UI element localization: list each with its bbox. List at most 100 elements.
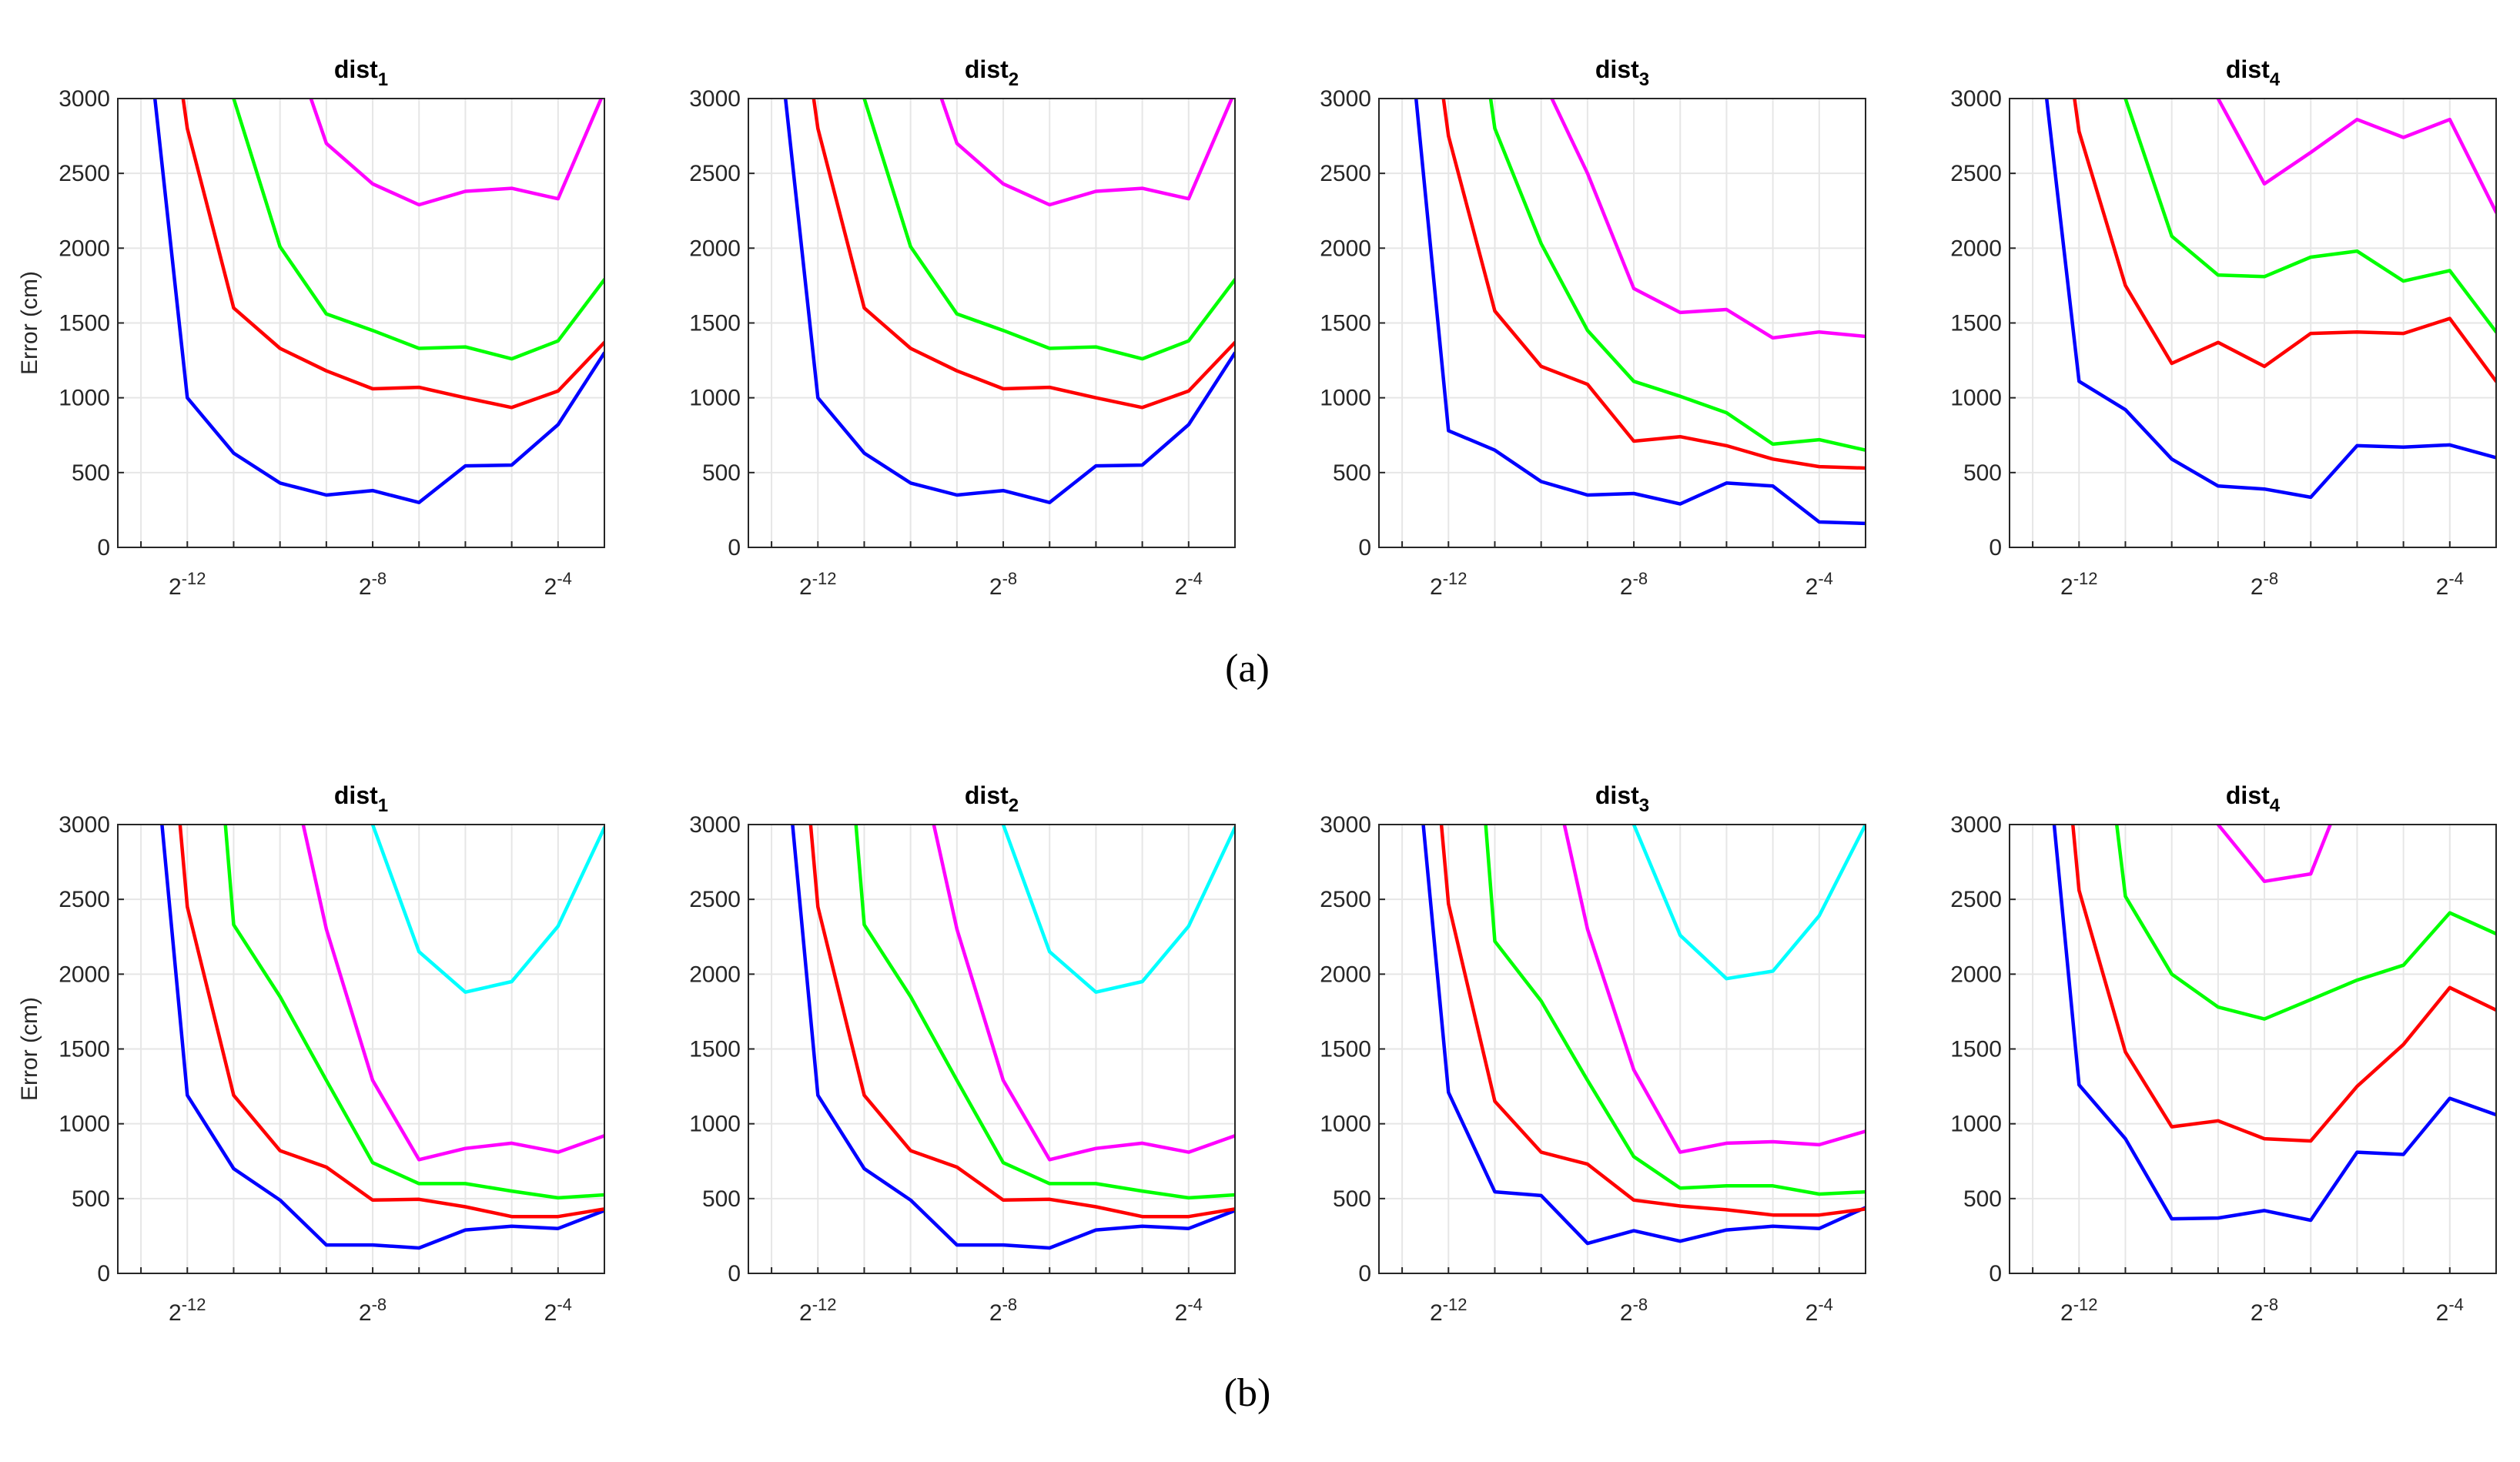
x-axis: 2-12 2-8 2-4 bbox=[1401, 541, 1866, 600]
series-line-1 bbox=[2044, 99, 2496, 500]
y-tick-label: 1500 bbox=[1320, 1037, 1371, 1062]
series-line-4 bbox=[2216, 825, 2333, 884]
series-line-2 bbox=[808, 825, 1235, 1219]
x-tick-base: 2 bbox=[1175, 1300, 1188, 1326]
series-line-1 bbox=[783, 99, 1235, 504]
series-line-2 bbox=[181, 99, 604, 410]
x-axis: 2-12 2-8 2-4 bbox=[771, 541, 1236, 600]
chart-title-subscript: 1 bbox=[378, 795, 388, 816]
y-tick-label: 1500 bbox=[59, 311, 110, 336]
series-line-4 bbox=[309, 99, 604, 207]
chart-title-subscript: 3 bbox=[1639, 69, 1649, 90]
chart-title-subscript: 2 bbox=[1009, 69, 1019, 90]
y-tick-label: 3000 bbox=[59, 86, 110, 112]
series-line-4 bbox=[932, 825, 1235, 1162]
series-line-3 bbox=[232, 99, 604, 361]
series-line-4 bbox=[2216, 99, 2496, 214]
y-tick-label: 500 bbox=[1963, 460, 2002, 486]
x-tick-base: 2 bbox=[359, 1300, 372, 1326]
chart-title-subscript: 4 bbox=[2270, 795, 2281, 816]
x-axis: 2-12 2-8 2-4 bbox=[2032, 541, 2497, 600]
x-tick-base: 2 bbox=[1430, 574, 1443, 600]
y-tick-label: 1000 bbox=[1950, 386, 2002, 411]
x-tick-exponent: -8 bbox=[1633, 569, 1648, 588]
x-tick-exponent: -12 bbox=[182, 569, 206, 588]
y-tick-label: 2000 bbox=[1320, 236, 1371, 261]
x-tick-base: 2 bbox=[1805, 574, 1819, 600]
y-tick-label: 0 bbox=[1989, 1261, 2002, 1286]
y-tick-label: 1000 bbox=[1950, 1112, 2002, 1137]
y-tick-label: 1500 bbox=[1950, 1037, 2002, 1062]
series-group bbox=[2052, 825, 2496, 1223]
series-line-1 bbox=[152, 99, 604, 504]
x-tick-base: 2 bbox=[799, 574, 812, 600]
x-axis: 2-12 2-8 2-4 bbox=[140, 541, 605, 600]
y-tick-label: 1500 bbox=[689, 311, 741, 336]
y-tick-label: 2500 bbox=[689, 161, 741, 186]
series-line-4 bbox=[1550, 99, 1866, 340]
y-tick-label: 1000 bbox=[689, 386, 741, 411]
y-tick-label: 0 bbox=[728, 535, 741, 560]
series-line-5 bbox=[370, 825, 604, 994]
chart-title-base: dist bbox=[334, 781, 378, 809]
series-line-1 bbox=[1414, 99, 1866, 526]
x-tick-label: 2-8 bbox=[989, 1295, 1017, 1326]
chart-title-base: dist bbox=[965, 781, 1009, 809]
x-tick-label: 2-12 bbox=[799, 569, 836, 600]
y-tick-label: 0 bbox=[97, 1261, 110, 1286]
y-tick-label: 2500 bbox=[689, 887, 741, 912]
chart-title: dist2 bbox=[965, 55, 1019, 90]
series-line-2 bbox=[1441, 99, 1866, 470]
y-tick-label: 3000 bbox=[59, 812, 110, 838]
series-group bbox=[791, 825, 1235, 1250]
y-axis: 0 500 1000 1500 2000 2500 3000 bbox=[1950, 812, 2016, 1286]
chart-title-base: dist bbox=[334, 55, 378, 83]
y-tick-label: 2000 bbox=[1950, 236, 2002, 261]
series-line-3 bbox=[2123, 99, 2496, 334]
x-tick-base: 2 bbox=[544, 1300, 557, 1326]
series-group bbox=[783, 99, 1235, 504]
x-tick-label: 2-8 bbox=[359, 1295, 387, 1326]
y-tick-label: 1500 bbox=[1950, 311, 2002, 336]
y-tick-label: 500 bbox=[702, 1186, 741, 1212]
x-tick-exponent: -12 bbox=[182, 1295, 206, 1314]
y-tick-label: 500 bbox=[1963, 1186, 2002, 1212]
series-line-3 bbox=[854, 825, 1235, 1200]
series-line-4 bbox=[301, 825, 604, 1162]
y-tick-label: 1000 bbox=[689, 1112, 741, 1137]
y-tick-label: 3000 bbox=[689, 86, 741, 112]
x-tick-exponent: -4 bbox=[1818, 1295, 1833, 1314]
series-line-3 bbox=[862, 99, 1235, 361]
y-tick-label: 3000 bbox=[1320, 812, 1371, 838]
series-line-3 bbox=[223, 825, 604, 1200]
y-tick-label: 1000 bbox=[1320, 386, 1371, 411]
x-tick-exponent: -8 bbox=[372, 569, 387, 588]
y-tick-label: 1000 bbox=[1320, 1112, 1371, 1137]
series-line-3 bbox=[1488, 99, 1866, 452]
x-tick-label: 2-12 bbox=[169, 569, 206, 600]
y-tick-label: 2500 bbox=[1950, 887, 2002, 912]
x-tick-exponent: -12 bbox=[1443, 1295, 1467, 1314]
x-axis: 2-12 2-8 2-4 bbox=[1401, 1267, 1866, 1326]
x-tick-label: 2-8 bbox=[1620, 569, 1648, 600]
x-tick-exponent: -8 bbox=[1002, 1295, 1018, 1314]
x-tick-base: 2 bbox=[2436, 574, 2449, 600]
x-axis: 2-12 2-8 2-4 bbox=[771, 1267, 1236, 1326]
x-tick-exponent: -12 bbox=[1443, 569, 1467, 588]
y-tick-label: 0 bbox=[1358, 535, 1371, 560]
x-tick-exponent: -8 bbox=[2264, 569, 2279, 588]
y-tick-label: 0 bbox=[97, 535, 110, 560]
x-tick-label: 2-4 bbox=[1175, 569, 1203, 600]
series-line-5 bbox=[1631, 825, 1866, 981]
caption-a: (a) bbox=[1225, 647, 1270, 691]
chart-title-subscript: 4 bbox=[2270, 69, 2281, 90]
chart-title-base: dist bbox=[1595, 55, 1639, 83]
x-tick-exponent: -8 bbox=[1633, 1295, 1648, 1314]
y-tick-label: 2500 bbox=[1950, 161, 2002, 186]
x-tick-exponent: -4 bbox=[557, 569, 572, 588]
x-tick-exponent: -12 bbox=[812, 1295, 837, 1314]
caption-b: (b) bbox=[1224, 1371, 1271, 1415]
y-tick-label: 500 bbox=[72, 460, 110, 486]
